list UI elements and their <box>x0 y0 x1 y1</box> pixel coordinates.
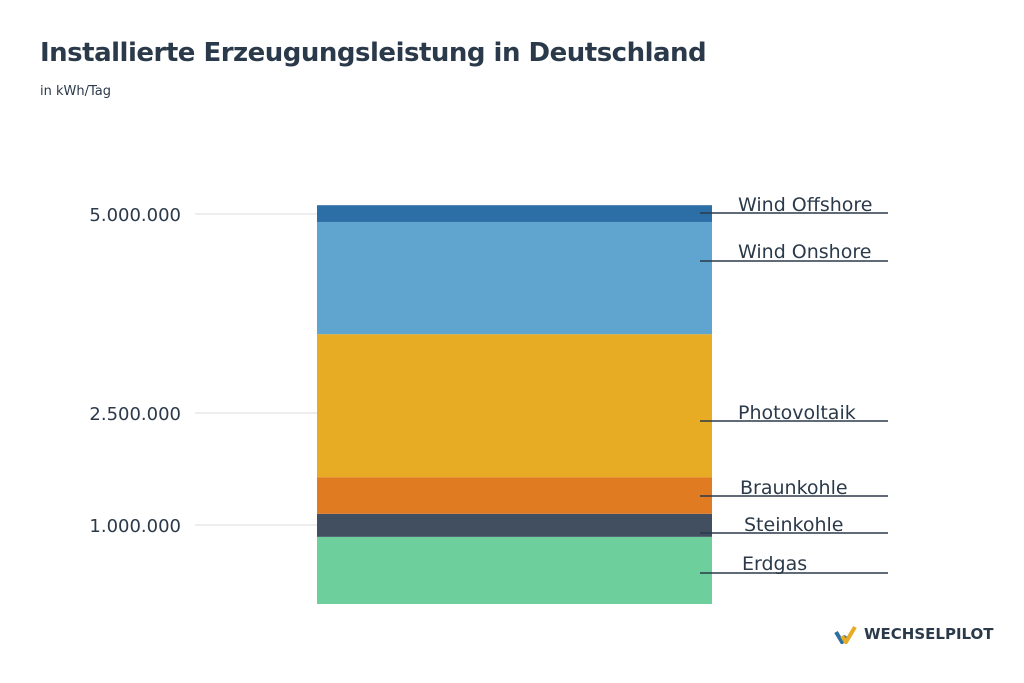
bar-segment-photovoltaik <box>317 334 712 478</box>
bar-segment-steinkohle <box>317 513 712 537</box>
chart-subtitle: in kWh/Tag <box>40 84 111 99</box>
y-tick-label: 2.500.000 <box>89 404 181 425</box>
logo-text: WECHSELPILOT <box>864 625 994 643</box>
series-label: Wind Onshore <box>738 241 871 263</box>
bar-segment-wind-offshore <box>317 205 712 222</box>
series-label: Photovoltaik <box>738 402 856 424</box>
series-label: Steinkohle <box>744 514 843 536</box>
logo-icon <box>834 625 857 644</box>
series-label: Braunkohle <box>740 477 848 499</box>
series-label: Wind Offshore <box>738 194 872 216</box>
series-label: Erdgas <box>742 553 807 575</box>
bar-segment-braunkohle <box>317 477 712 514</box>
y-tick-label: 5.000.000 <box>89 205 181 226</box>
chart-title: Installierte Erzeugungsleistung in Deuts… <box>40 38 707 68</box>
bar-segment-wind-onshore <box>317 221 712 335</box>
bar-segment-erdgas <box>317 536 712 604</box>
y-tick-label: 1.000.000 <box>89 516 181 537</box>
logo: WECHSELPILOT <box>834 624 994 644</box>
